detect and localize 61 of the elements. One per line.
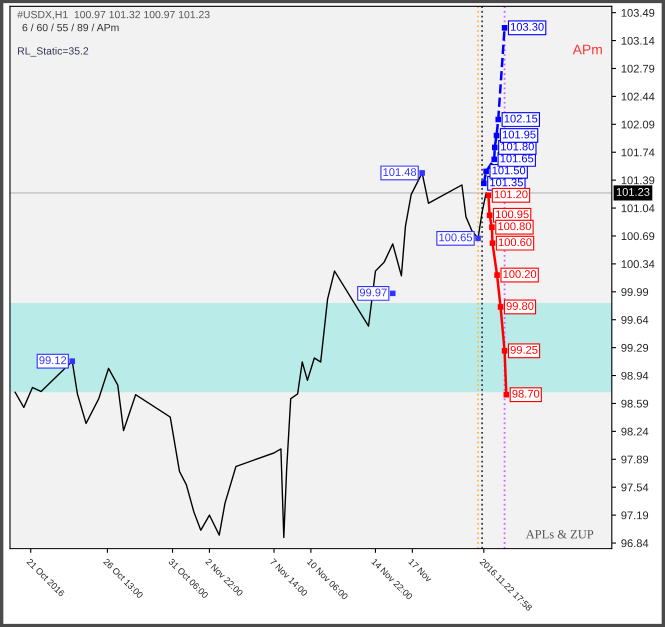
annotation: 99.12	[39, 356, 66, 364]
y-tick-label: 99.99	[621, 288, 648, 296]
y-tick-label: 98.59	[621, 400, 648, 408]
y-tick-label: 102.79	[622, 64, 654, 73]
data-label: 98.70	[512, 390, 540, 398]
data-label: 101.35	[490, 178, 523, 186]
y-tick-label: 103.49	[622, 8, 654, 17]
data-label: 102.15	[504, 114, 538, 123]
y-tick-label: 102.44	[622, 92, 654, 101]
data-label: 100.80	[498, 222, 531, 230]
data-label: 100.95	[496, 210, 529, 218]
y-tick-label: 99.64	[621, 316, 648, 324]
point	[504, 392, 510, 398]
y-tick-label: 98.94	[621, 372, 648, 380]
y-tick-label: 100.34	[622, 260, 654, 268]
y-tick-label: 99.29	[621, 344, 648, 352]
y-tick-label: 101.04	[622, 204, 654, 212]
point	[483, 168, 489, 174]
point	[494, 132, 500, 138]
point	[489, 224, 495, 230]
point	[494, 272, 500, 278]
data-label: 101.95	[502, 130, 536, 138]
x-tick-label: 17 Nov	[408, 558, 432, 583]
y-tick-label: 101.39	[622, 176, 654, 184]
annotation: RL_Static=35.2	[18, 46, 88, 57]
annotation: 100.65	[439, 233, 472, 242]
data-label: 101.80	[501, 142, 534, 150]
point	[491, 156, 497, 162]
point	[481, 180, 487, 186]
data-label: 101.50	[492, 166, 526, 174]
chart-title: #USDX,H1 100.97 101.32 100.97 101.23	[17, 10, 210, 20]
y-tick-label: 96.84	[621, 539, 648, 548]
point	[486, 192, 492, 198]
data-label: 100.60	[498, 238, 532, 246]
y-tick-label: 102.09	[622, 120, 654, 128]
data-label: 101.65	[500, 154, 534, 162]
point	[498, 304, 504, 310]
y-tick-label: 101.74	[622, 148, 654, 156]
y-tick-label: 97.19	[621, 511, 648, 520]
data-label: 99.25	[510, 346, 538, 354]
point	[495, 116, 502, 122]
annotation: 99.97	[360, 288, 387, 296]
y-tick-label: 98.24	[621, 428, 648, 436]
data-label: 101.20	[494, 190, 528, 198]
point	[492, 144, 498, 150]
y-tick-label: 103.14	[622, 36, 654, 45]
text: 6 / 60 / 55 / 89 / APm	[22, 24, 119, 32]
data-label: 103.30	[510, 22, 544, 31]
point	[502, 25, 508, 31]
data-label: 100.20	[503, 270, 536, 278]
annotation: 101.48	[383, 168, 416, 176]
point	[502, 348, 508, 354]
y-tick-label: 97.89	[621, 456, 648, 464]
point	[490, 240, 496, 246]
y-tick-label: 97.54	[621, 483, 648, 492]
data-label: 99.80	[506, 302, 534, 310]
y-tick-label: 100.69	[622, 232, 654, 240]
annotation: APLs & ZUP	[526, 530, 594, 538]
ref-line-label: 101.23	[616, 188, 650, 196]
annotation: APm	[572, 44, 602, 54]
point	[486, 212, 492, 218]
